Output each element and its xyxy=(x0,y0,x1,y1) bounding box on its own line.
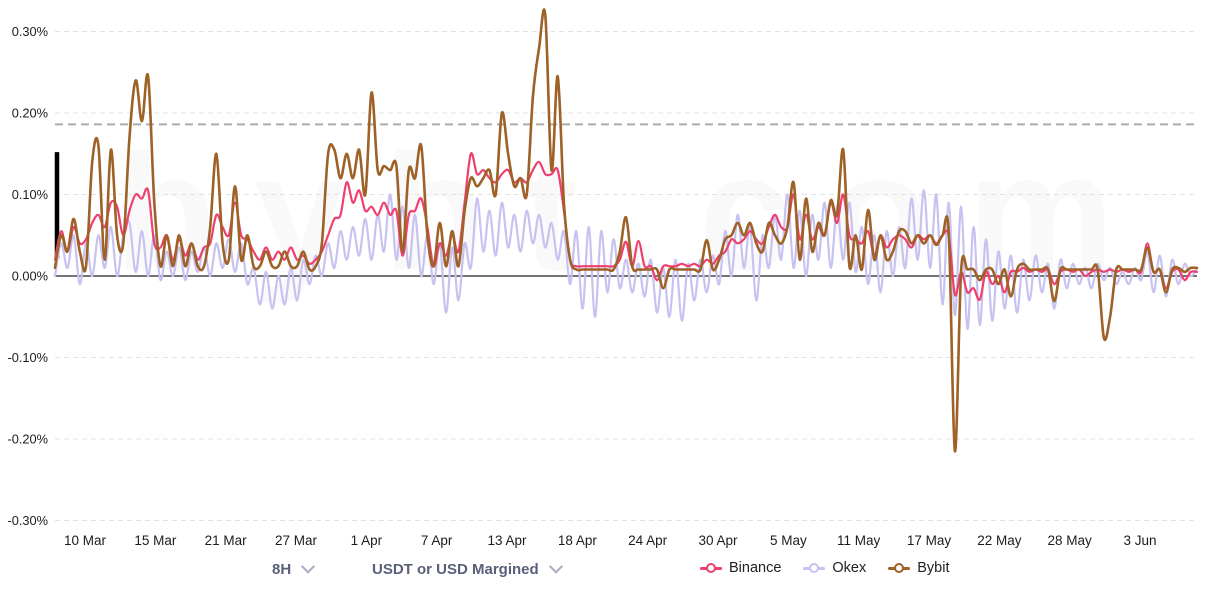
legend-item-bybit[interactable]: Bybit xyxy=(888,560,950,576)
x-axis-label: 30 Apr xyxy=(698,533,738,548)
x-axis-label: 27 Mar xyxy=(275,533,318,548)
y-axis-label: 0.00% xyxy=(12,269,48,284)
chevron-down-icon xyxy=(548,559,563,574)
legend-label: Bybit xyxy=(917,560,950,576)
y-axis-label: 0.10% xyxy=(12,187,48,202)
x-axis-label: 15 Mar xyxy=(134,533,177,548)
margin-type-dropdown[interactable]: USDT or USD Margined xyxy=(372,559,563,578)
x-axis-label: 13 Apr xyxy=(487,533,527,548)
x-axis-label: 24 Apr xyxy=(628,533,668,548)
x-axis-label: 28 May xyxy=(1048,533,1093,548)
legend-item-okex[interactable]: Okex xyxy=(803,560,866,576)
interval-dropdown[interactable]: 8H xyxy=(272,559,316,578)
legend-label: Binance xyxy=(729,560,782,576)
legend: Binance Okex Bybit xyxy=(700,560,950,576)
x-axis-label: 10 Mar xyxy=(64,533,107,548)
x-axis-label: 1 Apr xyxy=(351,533,383,548)
legend-item-binance[interactable]: Binance xyxy=(700,560,781,576)
y-axis-label: -0.10% xyxy=(7,350,48,365)
x-axis-label: 21 Mar xyxy=(205,533,248,548)
artifact-bar xyxy=(54,152,60,259)
chevron-down-icon xyxy=(301,559,316,574)
chart-footer: 8H USDT or USD Margined Binance Okex xyxy=(0,557,1208,587)
x-axis-label: 5 May xyxy=(770,533,807,548)
y-axis-label: 0.30% xyxy=(12,24,48,39)
x-axis-label: 17 May xyxy=(907,533,952,548)
x-axis-label: 18 Apr xyxy=(558,533,598,548)
interval-dropdown-value: 8H xyxy=(272,561,292,578)
x-axis-label: 11 May xyxy=(837,533,881,548)
okex-line-marker-icon xyxy=(803,563,826,573)
series-line-okex[interactable] xyxy=(53,189,1199,331)
x-axis-label: 7 Apr xyxy=(421,533,453,548)
y-axis-label: 0.20% xyxy=(12,106,48,121)
x-axis-label: 22 May xyxy=(977,533,1022,548)
y-axis-label: -0.30% xyxy=(7,513,48,528)
series-line-bybit[interactable] xyxy=(53,8,1199,453)
x-axis-label: 3 Jun xyxy=(1123,533,1156,548)
bybit-line-marker-icon xyxy=(888,563,911,573)
margin-type-dropdown-value: USDT or USD Margined xyxy=(372,561,539,578)
legend-label: Okex xyxy=(832,560,867,576)
binance-line-marker-icon xyxy=(700,563,722,573)
y-axis-label: -0.20% xyxy=(7,432,48,447)
